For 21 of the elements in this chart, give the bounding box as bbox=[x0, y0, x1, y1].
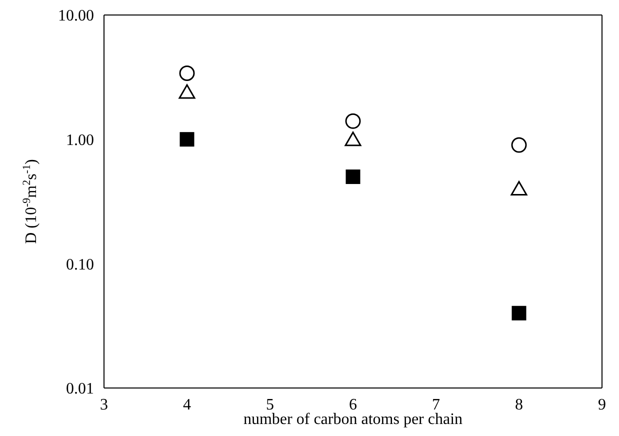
point bbox=[346, 170, 360, 184]
x-tick-label: 5 bbox=[266, 396, 274, 414]
point bbox=[345, 113, 361, 129]
x-tick-label: 8 bbox=[515, 396, 523, 414]
y-tick-label: 0.10 bbox=[66, 256, 94, 274]
point bbox=[180, 132, 194, 147]
x-axis-title: number of carbon atoms per chain bbox=[243, 411, 463, 428]
y-tick-label: 1.00 bbox=[66, 132, 94, 150]
x-tick-label: 7 bbox=[432, 396, 440, 414]
x-tick-label: 3 bbox=[100, 396, 108, 414]
point bbox=[512, 306, 526, 320]
point bbox=[344, 132, 362, 146]
y-tick-label: 10.00 bbox=[58, 8, 94, 25]
point bbox=[178, 84, 196, 99]
point bbox=[511, 137, 527, 153]
y-tick-label: 0.01 bbox=[66, 380, 94, 398]
point bbox=[179, 66, 195, 82]
x-tick-label: 6 bbox=[349, 396, 357, 414]
point bbox=[510, 181, 528, 196]
x-tick-label: 9 bbox=[598, 396, 606, 414]
x-tick-label: 4 bbox=[183, 396, 191, 414]
